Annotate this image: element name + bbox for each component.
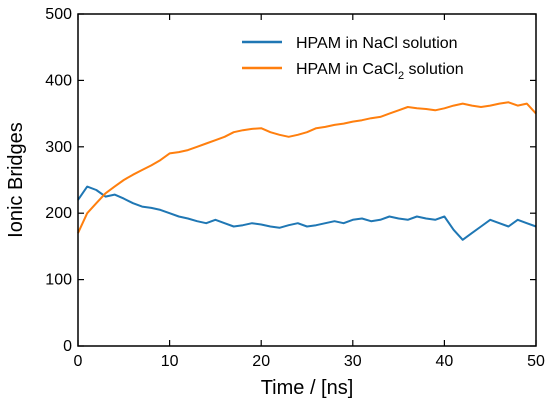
x-tick-label: 40 [436, 353, 454, 370]
series-line-2 [77, 101, 537, 234]
legend: HPAM in NaCl solution HPAM in CaCl2 solut… [242, 35, 464, 82]
y-tick-label: 500 [45, 6, 72, 23]
x-tick-label: 10 [161, 353, 179, 370]
x-axis-title: Time / [ns] [261, 377, 354, 399]
ticks-layer [77, 13, 537, 347]
legend-label-2: HPAM in CaCl2 solution [296, 61, 464, 82]
plot-frame [77, 13, 537, 347]
series-line-1 [77, 185, 537, 241]
y-tick-label: 400 [45, 72, 72, 89]
x-tick-label: 50 [527, 353, 545, 370]
y-tick-label: 200 [45, 205, 72, 222]
x-tick-label: 20 [252, 353, 270, 370]
y-axis-title: Ionic Bridges [5, 122, 27, 238]
y-tick-label: 100 [45, 272, 72, 289]
x-tick-label: 30 [344, 353, 362, 370]
series-layer [77, 101, 537, 241]
x-tick-label: 0 [74, 353, 83, 370]
y-tick-label: 0 [63, 338, 72, 355]
legend-label-1: HPAM in NaCl solution [296, 35, 458, 52]
y-tick-label: 300 [45, 139, 72, 156]
